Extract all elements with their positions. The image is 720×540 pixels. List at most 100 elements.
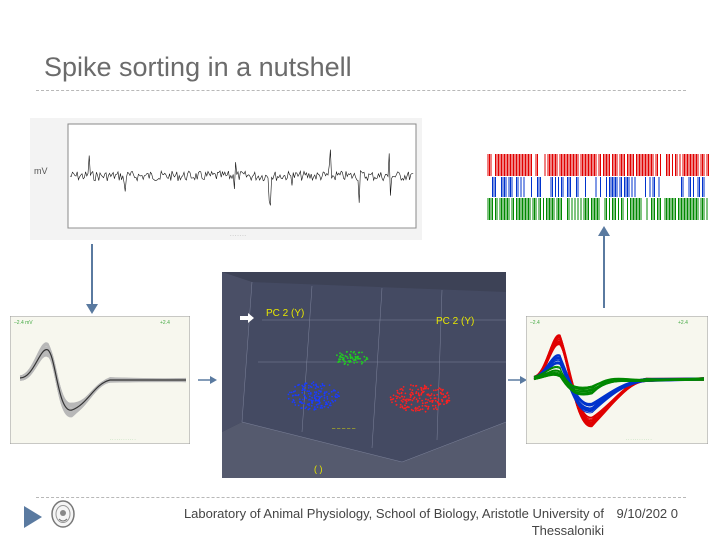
pca-point — [313, 397, 316, 400]
raw-trace-line — [69, 149, 414, 206]
pca-point — [363, 355, 366, 358]
pca-point — [415, 398, 418, 401]
pca-point — [423, 384, 426, 387]
pca-point — [347, 360, 350, 362]
pca-point — [326, 403, 329, 405]
svg-text:–2.4: –2.4 — [530, 320, 540, 326]
pca-point — [411, 399, 414, 402]
pca-point — [323, 394, 326, 397]
pca-point — [323, 397, 326, 399]
pca-point — [339, 360, 341, 363]
svg-text:- - - - - - -: - - - - - - - — [230, 232, 247, 237]
pca-point — [400, 388, 403, 390]
pca-point — [410, 408, 413, 411]
raster-row-unit3 — [487, 198, 708, 220]
pca-point — [428, 394, 431, 397]
pca-point — [314, 399, 317, 402]
pca-point — [304, 407, 307, 410]
pca-point — [325, 401, 327, 404]
pca-point — [353, 350, 356, 353]
pca-point — [404, 392, 407, 395]
pca-point — [427, 387, 430, 390]
pca-point — [318, 402, 321, 405]
raw-trace-figure: mV - - - - - - - — [30, 118, 422, 240]
pca-point — [441, 400, 444, 403]
pca-point — [410, 403, 413, 406]
pca-point — [439, 403, 442, 405]
pca-point — [421, 399, 423, 402]
pca-point — [303, 385, 306, 387]
pca-point — [432, 404, 434, 407]
pca-point — [297, 393, 300, 396]
pca-point — [421, 391, 424, 393]
pca-point — [426, 394, 429, 396]
pca-point — [297, 384, 299, 387]
pca-point — [406, 398, 408, 401]
pca-point — [304, 395, 307, 398]
pca-point — [324, 391, 326, 393]
pca-point — [306, 403, 309, 406]
pca-point — [437, 398, 440, 400]
pca-point — [395, 403, 398, 406]
up-arrow-icon — [598, 226, 610, 308]
pca-point — [354, 353, 357, 356]
pca-point — [289, 391, 291, 394]
pca-point — [412, 384, 415, 387]
pca-point — [336, 354, 338, 357]
pca-point — [312, 381, 315, 383]
waveforms-all-plot: –2.4 mV +2.4 . . . . . . . . . . . . — [9, 315, 191, 445]
pca-point — [349, 354, 352, 356]
pca-point — [334, 399, 337, 402]
pca-point — [405, 400, 408, 403]
pca-axis-label-right: PC 2 (Y) — [436, 316, 474, 327]
pca-point — [335, 393, 337, 396]
pca-point — [306, 390, 309, 392]
pca-point — [439, 391, 442, 394]
pca-point — [358, 357, 360, 360]
pca-point — [391, 398, 393, 401]
pca-point — [430, 393, 433, 395]
pca-point — [417, 388, 419, 391]
svg-text:– – – – –: – – – – – — [332, 426, 356, 432]
pca-point — [434, 404, 437, 407]
pca-point — [438, 403, 440, 405]
pca-point — [445, 395, 447, 398]
pca-point — [434, 397, 437, 399]
pca-point — [414, 385, 417, 387]
raw-trace-plot: mV - - - - - - - — [30, 118, 422, 240]
footer-institution: Laboratory of Animal Physiology, School … — [183, 506, 604, 538]
waveform-trace — [19, 353, 187, 415]
pca-point — [307, 384, 310, 387]
pca-point — [349, 355, 352, 358]
pca-point — [395, 395, 397, 397]
pca-point — [414, 410, 417, 412]
pca-point — [423, 387, 426, 390]
pca-point — [317, 403, 319, 406]
svg-text:( ): ( ) — [314, 464, 323, 474]
pca-point — [443, 403, 445, 406]
pca-point — [316, 406, 319, 408]
pca-point — [425, 386, 428, 388]
pca-point — [424, 410, 427, 413]
pca-point — [353, 362, 356, 364]
pca-point — [429, 394, 432, 397]
pca-point — [400, 392, 403, 395]
pca-point — [319, 385, 322, 388]
pca-point — [446, 399, 449, 402]
pca-point — [429, 400, 431, 403]
pca-point — [413, 396, 416, 399]
waveforms-sorted-plot: –2.4 +2.4 . . . . . . . . . . . . — [525, 315, 709, 445]
pca-point — [364, 359, 366, 362]
pca-point — [434, 399, 437, 402]
pca-point — [308, 402, 311, 405]
pca-point — [416, 407, 419, 409]
pca-point — [298, 398, 301, 400]
pca-point — [401, 395, 403, 398]
pca-point — [399, 388, 402, 391]
pca-point — [318, 399, 320, 402]
pca-point — [310, 404, 313, 407]
pca-point — [307, 387, 310, 389]
pca-point — [315, 391, 318, 394]
pca-point — [409, 398, 412, 401]
pca-point — [415, 392, 417, 395]
